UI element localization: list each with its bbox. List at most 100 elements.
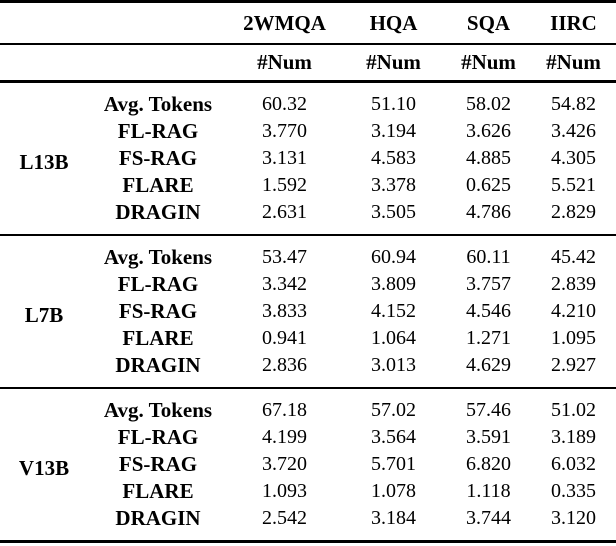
value-cell: 4.546 <box>466 300 511 322</box>
value-cell: 1.095 <box>551 327 596 349</box>
value-cell: 4.583 <box>371 147 416 169</box>
value-cell: 6.820 <box>466 453 511 475</box>
table-row: FLARE 0.941 1.064 1.271 1.095 <box>0 325 616 352</box>
value-cell: 3.194 <box>371 120 416 142</box>
value-cell: 3.770 <box>262 120 307 142</box>
table-row: V13B Avg. Tokens 67.18 57.02 57.46 51.02 <box>0 387 616 542</box>
value-cell: 3.131 <box>262 147 307 169</box>
method-label: FL-RAG <box>117 425 199 449</box>
value-cell: 3.757 <box>466 273 511 295</box>
value-cell: 2.631 <box>262 201 307 223</box>
table-row: DRAGIN 2.836 3.013 4.629 2.927 <box>0 352 616 388</box>
value-cell: 3.013 <box>371 354 416 376</box>
table-row: FL-RAG 4.199 3.564 3.591 3.189 <box>0 424 616 451</box>
subheader-num-4: #Num <box>531 44 616 83</box>
value-cell: 53.47 <box>228 234 341 271</box>
value-cell: 3.744 <box>466 507 511 529</box>
method-label: FLARE <box>122 479 194 503</box>
subheader-num-1: #Num <box>228 44 341 83</box>
method-label: FS-RAG <box>118 299 198 323</box>
table-row: FS-RAG 3.131 4.583 4.885 4.305 <box>0 145 616 172</box>
value-cell: 4.786 <box>466 201 511 223</box>
table-row: FL-RAG 3.342 3.809 3.757 2.839 <box>0 271 616 298</box>
table-row: FS-RAG 3.833 4.152 4.546 4.210 <box>0 298 616 325</box>
value-cell: 4.305 <box>551 147 596 169</box>
column-header-sqa: SQA <box>446 1 531 45</box>
table-header: 2WMQA HQA SQA IIRC #Num #Num #Num #Num <box>0 1 616 83</box>
method-label: FL-RAG <box>117 119 199 143</box>
value-cell: 54.82 <box>551 93 596 115</box>
value-cell: 4.152 <box>371 300 416 322</box>
value-cell: 51.02 <box>531 387 616 424</box>
value-cell: 2.542 <box>262 507 307 529</box>
subheader-spacer <box>0 44 228 83</box>
value-cell: 3.184 <box>371 507 416 529</box>
value-cell: 3.342 <box>262 273 307 295</box>
value-cell: 3.378 <box>371 174 416 196</box>
value-cell: 3.564 <box>371 426 416 448</box>
value-cell: 5.701 <box>371 453 416 475</box>
value-cell: 60.32 <box>262 93 307 115</box>
value-cell: 45.42 <box>531 234 616 271</box>
method-label: FLARE <box>122 173 194 197</box>
value-cell: 3.591 <box>466 426 511 448</box>
table-row: L13B Avg. Tokens 60.32 51.10 58.02 54.82 <box>0 82 616 174</box>
value-cell: 1.093 <box>262 480 307 502</box>
value-cell: 3.720 <box>262 453 307 475</box>
method-label: DRAGIN <box>115 353 201 377</box>
column-header-iirc: IIRC <box>531 1 616 45</box>
subheader-row: #Num #Num #Num #Num <box>0 44 616 83</box>
group-v13b: V13B Avg. Tokens 67.18 57.02 57.46 51.02… <box>0 387 616 542</box>
value-cell: 0.335 <box>551 480 596 502</box>
value-cell: 60.11 <box>446 234 531 271</box>
group-label: L7B <box>0 234 88 388</box>
value-cell: 2.829 <box>551 201 596 223</box>
value-cell: 3.120 <box>551 507 596 529</box>
value-cell: 6.032 <box>551 453 596 475</box>
value-cell: 4.199 <box>262 426 307 448</box>
value-cell: 4.210 <box>551 300 596 322</box>
table-row: FS-RAG 3.720 5.701 6.820 6.032 <box>0 451 616 478</box>
value-cell: 51.10 <box>371 93 416 115</box>
value-cell: 1.064 <box>371 327 416 349</box>
value-cell: 3.426 <box>551 120 596 142</box>
value-cell: 57.46 <box>446 387 531 424</box>
value-cell: 0.625 <box>466 174 511 196</box>
value-cell: 2.839 <box>551 273 596 295</box>
column-header-row: 2WMQA HQA SQA IIRC <box>0 1 616 45</box>
group-l7b: L7B Avg. Tokens 53.47 60.94 60.11 45.42 … <box>0 234 616 388</box>
value-cell: 3.626 <box>466 120 511 142</box>
table-row: FL-RAG 3.770 3.194 3.626 3.426 <box>0 118 616 145</box>
value-cell: 4.885 <box>466 147 511 169</box>
value-cell: 3.809 <box>371 273 416 295</box>
value-cell: 60.94 <box>341 234 446 271</box>
table-row: FLARE 1.592 3.378 0.625 5.521 <box>0 172 616 199</box>
group-label: V13B <box>0 387 88 542</box>
table-row: DRAGIN 2.631 3.505 4.786 2.829 <box>0 199 616 235</box>
method-label: FLARE <box>122 326 194 350</box>
method-label: FS-RAG <box>118 452 198 476</box>
method-label: Avg. Tokens <box>88 234 228 271</box>
subheader-num-2: #Num <box>341 44 446 83</box>
value-cell: 3.189 <box>551 426 596 448</box>
value-cell: 3.833 <box>262 300 307 322</box>
subheader-num-3: #Num <box>446 44 531 83</box>
method-label: DRAGIN <box>115 506 201 530</box>
value-cell: 58.02 <box>466 93 511 115</box>
table-row: DRAGIN 2.542 3.184 3.744 3.120 <box>0 505 616 542</box>
value-cell: 2.927 <box>551 354 596 376</box>
group-l13b: L13B Avg. Tokens 60.32 51.10 58.02 54.82… <box>0 82 616 236</box>
value-cell: 3.505 <box>371 201 416 223</box>
column-header-2wmqa: 2WMQA <box>228 1 341 45</box>
value-cell: 1.118 <box>466 480 511 502</box>
method-label: Avg. Tokens <box>88 387 228 424</box>
value-cell: 2.836 <box>262 354 307 376</box>
column-header-hqa: HQA <box>341 1 446 45</box>
value-cell: 0.941 <box>262 327 307 349</box>
header-spacer <box>0 1 228 45</box>
value-cell: 67.18 <box>228 387 341 424</box>
table-row: FLARE 1.093 1.078 1.118 0.335 <box>0 478 616 505</box>
value-cell: 57.02 <box>341 387 446 424</box>
